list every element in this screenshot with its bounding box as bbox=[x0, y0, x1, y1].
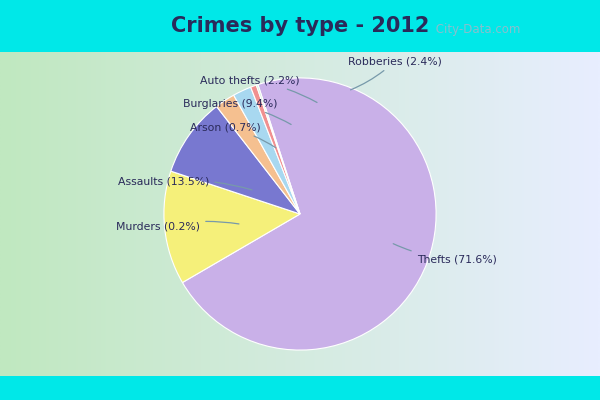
Text: Assaults (13.5%): Assaults (13.5%) bbox=[118, 176, 252, 190]
Text: Murders (0.2%): Murders (0.2%) bbox=[116, 221, 239, 232]
Wedge shape bbox=[171, 106, 300, 214]
Text: City-Data.com: City-Data.com bbox=[432, 24, 520, 36]
Wedge shape bbox=[182, 78, 436, 350]
Wedge shape bbox=[256, 84, 300, 214]
Text: Robberies (2.4%): Robberies (2.4%) bbox=[348, 56, 442, 90]
Text: Crimes by type - 2012: Crimes by type - 2012 bbox=[171, 16, 429, 36]
Wedge shape bbox=[217, 95, 300, 214]
Wedge shape bbox=[233, 87, 300, 214]
Text: Arson (0.7%): Arson (0.7%) bbox=[190, 122, 275, 148]
Text: Thefts (71.6%): Thefts (71.6%) bbox=[393, 244, 497, 264]
Text: Burglaries (9.4%): Burglaries (9.4%) bbox=[184, 99, 291, 124]
Wedge shape bbox=[164, 171, 300, 282]
Wedge shape bbox=[251, 85, 300, 214]
Text: Auto thefts (2.2%): Auto thefts (2.2%) bbox=[200, 76, 317, 102]
